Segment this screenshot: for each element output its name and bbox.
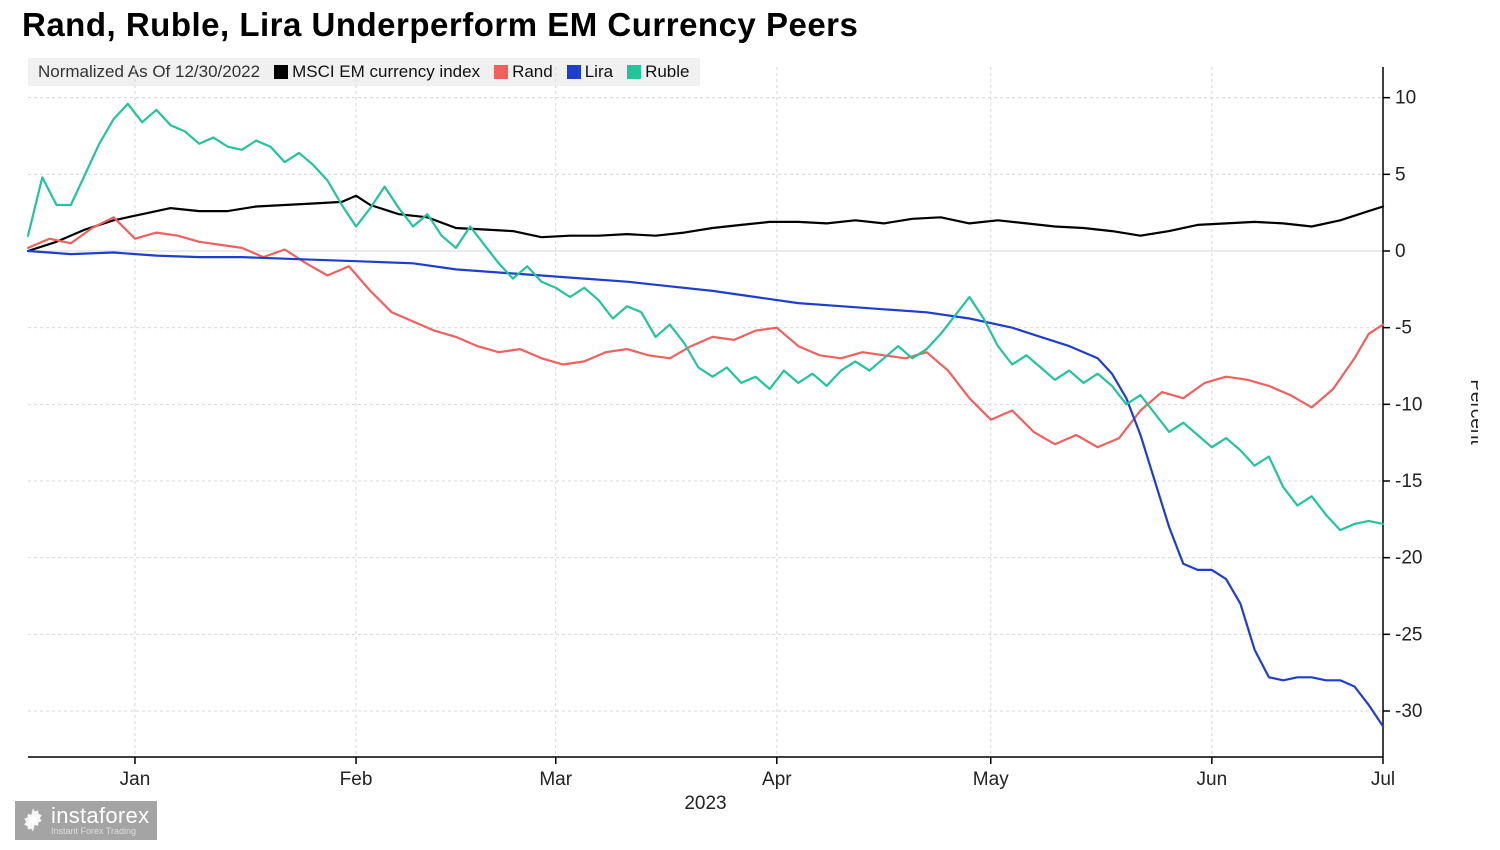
x-tick-label: Jun — [1197, 769, 1228, 790]
series-line — [28, 217, 1383, 447]
watermark-brand: instaforex — [51, 803, 149, 828]
chart-svg: 10 5 0 -5 -10 -15 -20 -25 -30 Percent Jan Feb Mar Apr… — [23, 55, 1478, 825]
x-tick-label: Feb — [340, 769, 373, 790]
y-tick-label: -5 — [1395, 318, 1412, 339]
series-line — [28, 196, 1383, 251]
y-tick-label: 10 — [1395, 88, 1416, 109]
x-tick-label: Jul — [1371, 769, 1395, 790]
line-chart: 10 5 0 -5 -10 -15 -20 -25 -30 Percent Jan Feb Mar Apr… — [23, 55, 1478, 825]
x-tick-label: May — [973, 769, 1009, 790]
y-tick-label: -20 — [1395, 548, 1422, 569]
series-line — [28, 104, 1383, 530]
watermark-tagline: Instant Forex Trading — [51, 826, 149, 836]
y-tick-label: -25 — [1395, 624, 1422, 645]
x-tick-label: Jan — [120, 769, 151, 790]
y-tick-label: -15 — [1395, 471, 1422, 492]
y-tick-label: -30 — [1395, 701, 1422, 722]
watermark-instaforex: instaforex Instant Forex Trading — [15, 801, 157, 840]
y-tick-label: -10 — [1395, 394, 1422, 415]
x-tick-label: Mar — [539, 769, 572, 790]
chart-title: Rand, Ruble, Lira Underperform EM Curren… — [22, 6, 858, 44]
series-line — [28, 251, 1383, 726]
gear-icon — [19, 806, 47, 834]
y-axis-label: Percent — [1466, 379, 1478, 445]
x-axis-year: 2023 — [684, 793, 726, 814]
y-tick-label: 0 — [1395, 241, 1406, 262]
x-tick-label: Apr — [762, 769, 792, 790]
y-tick-label: 5 — [1395, 164, 1406, 185]
